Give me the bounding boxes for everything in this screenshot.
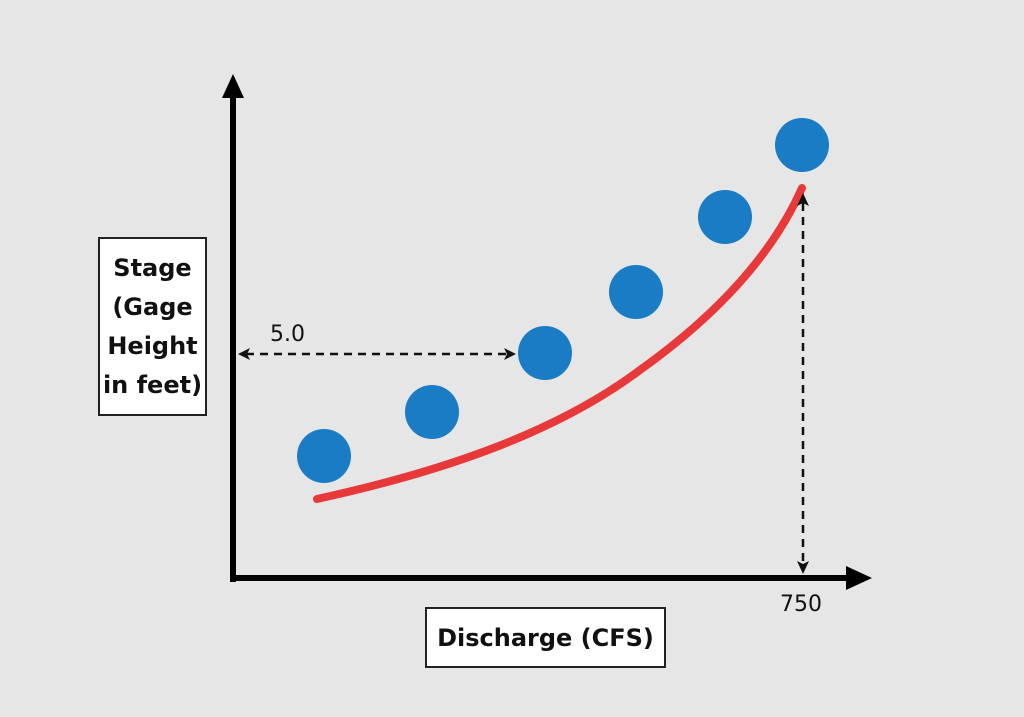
data-point <box>609 265 663 319</box>
y-axis-label-line: Stage <box>113 253 192 282</box>
y-axis <box>222 74 244 582</box>
data-point <box>775 118 829 172</box>
arrow-up-icon <box>797 193 809 206</box>
rating-curve <box>313 184 806 503</box>
y-axis-label: Stage (Gage Height in feet) <box>98 237 207 416</box>
measurement-points <box>297 118 829 483</box>
x-axis-arrow-icon <box>846 566 872 590</box>
data-point <box>297 429 351 483</box>
x-axis-label: Discharge (CFS) <box>425 607 666 668</box>
x-axis-label-text: Discharge (CFS) <box>437 623 654 652</box>
discharge-indicator-arrow <box>797 193 809 574</box>
arrow-left-icon <box>238 348 250 360</box>
discharge-value-label: 750 <box>780 592 822 617</box>
y-axis-label-line: in feet) <box>102 370 203 399</box>
data-point <box>518 326 572 380</box>
x-axis <box>230 566 872 590</box>
stage-value-label: 5.0 <box>270 322 305 347</box>
stage-indicator-arrow <box>238 348 516 360</box>
y-axis-label-line: Height <box>107 331 198 360</box>
y-axis-arrow-icon <box>222 74 244 98</box>
data-point <box>405 385 459 439</box>
data-point <box>698 190 752 244</box>
arrow-right-icon <box>504 348 516 360</box>
arrow-down-icon <box>797 561 809 574</box>
y-axis-label-line: (Gage <box>112 292 193 321</box>
